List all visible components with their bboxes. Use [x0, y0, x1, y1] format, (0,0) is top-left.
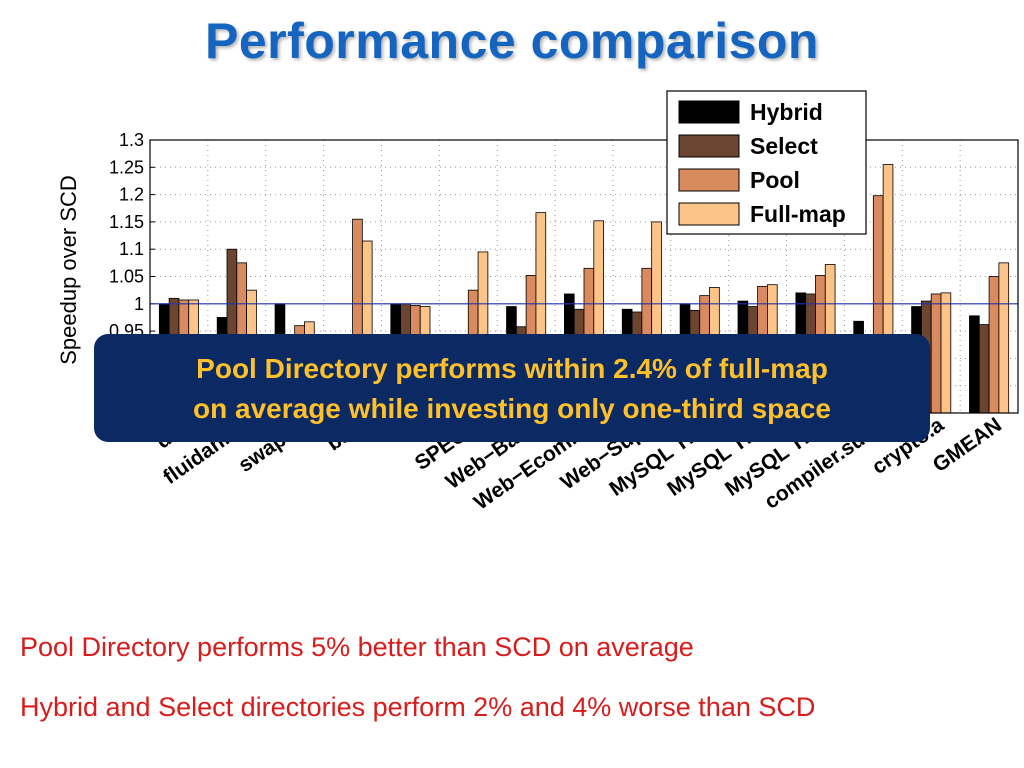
bar-pool-14 — [988, 276, 1000, 414]
callout-line-2: on average while investing only one-thir… — [193, 393, 831, 424]
callout-box: Pool Directory performs within 2.4% of f… — [94, 334, 930, 442]
bar-full-map-13 — [940, 292, 952, 414]
note-pool-performance: Pool Directory performs 5% better than S… — [20, 632, 694, 662]
y-axis-label: Speedup over SCD — [56, 175, 81, 365]
bar-select-14 — [978, 324, 990, 414]
y-tick-label: 1.3 — [119, 130, 144, 150]
legend-swatch-pool — [678, 168, 740, 192]
legend-swatch-full-map — [678, 202, 740, 226]
y-tick-label: 1.15 — [109, 212, 144, 232]
legend-label: Hybrid — [750, 99, 823, 125]
legend-label: Select — [750, 133, 818, 159]
legend-swatch-hybrid — [678, 100, 740, 124]
bar-full-map-14 — [998, 262, 1010, 414]
chart-legend: Hybrid Select Pool Full-map — [666, 90, 867, 235]
callout-line-1: Pool Directory performs within 2.4% of f… — [196, 353, 828, 384]
note-hybrid-select: Hybrid and Select directories perform 2%… — [20, 692, 816, 722]
bar-pool-13 — [930, 293, 942, 414]
y-tick-label: 1 — [134, 294, 144, 314]
legend-swatch-select — [678, 134, 740, 158]
legend-label: Full-map — [750, 201, 846, 227]
y-tick-label: 1.05 — [109, 267, 144, 287]
y-tick-label: 1.25 — [109, 157, 144, 177]
y-tick-label: 1.2 — [119, 185, 144, 205]
page-title: Performance comparison — [205, 13, 819, 69]
bar-hybrid-14 — [969, 315, 980, 414]
legend-label: Pool — [750, 167, 800, 193]
y-tick-label: 1.1 — [119, 239, 144, 259]
